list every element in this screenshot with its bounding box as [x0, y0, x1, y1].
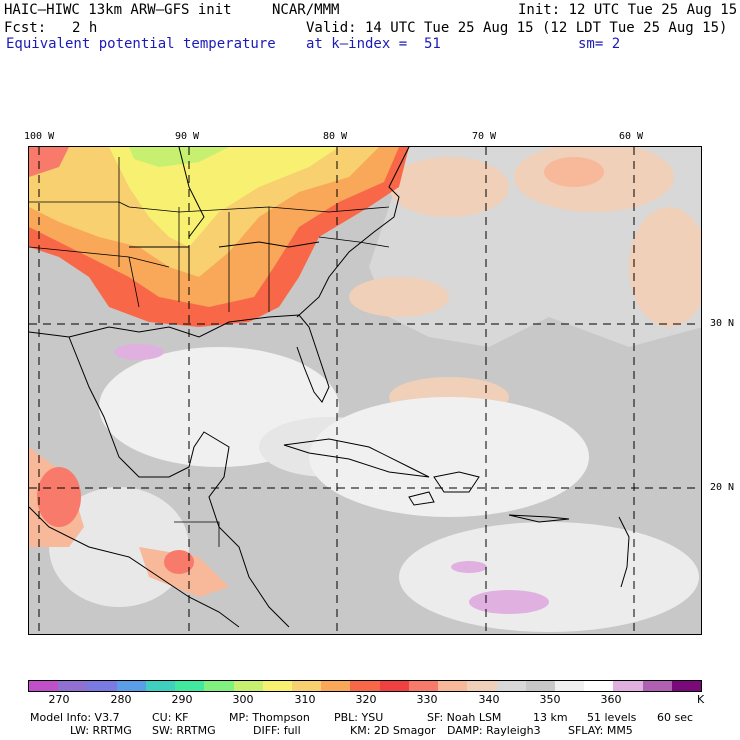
central-america-hot: [164, 550, 194, 574]
colorbar-swatch-22: [671, 681, 702, 691]
colorbar-tick-280: 280: [110, 693, 132, 706]
model-title: HAIC–HIWC 13km ARW–GFS init: [4, 2, 232, 18]
colorbar-tick-270: 270: [48, 693, 70, 706]
info-surface: SF: Noah LSM: [427, 711, 502, 724]
info-longwave: LW: RRTMG: [70, 724, 132, 737]
atlantic-peach-patch-2: [389, 157, 509, 217]
info-model-version: Model Info: V3.7: [30, 711, 120, 724]
atlantic-salmon-patch: [544, 157, 604, 187]
colorbar-swatch-19: [584, 681, 614, 691]
valid-time: Valid: 14 UTC Tue 25 Aug 15 (12 LDT Tue …: [306, 20, 728, 36]
gulfstream-peach: [349, 277, 449, 317]
caribbean-white-area: [309, 397, 589, 517]
colorbar-swatch-8: [262, 681, 292, 691]
level-label: at k–index = 51: [306, 36, 441, 52]
info-surface-layer: SFLAY: MM5: [568, 724, 633, 737]
smoothing-label: sm= 2: [578, 36, 621, 52]
colorbar-swatch-18: [554, 681, 585, 691]
colorbar-swatch-1: [58, 681, 88, 691]
us-green-patch: [129, 147, 229, 167]
colorbar-swatch-17: [525, 681, 555, 691]
lavender-patch-gulf: [114, 344, 164, 360]
caribbean-south-white: [399, 522, 699, 632]
colorbar-tick-360: 360: [600, 693, 622, 706]
info-resolution: 13 km: [533, 711, 568, 724]
colorbar-tick-330: 330: [416, 693, 438, 706]
lat-label-20n: 20 N: [710, 482, 735, 493]
lon-label-60w: 60 W: [619, 131, 644, 142]
lon-label-70w: 70 W: [472, 131, 497, 142]
colorbar-swatch-3: [116, 681, 146, 691]
init-time: Init: 12 UTC Tue 25 Aug 15: [518, 2, 738, 18]
lat-label-30n: 30 N: [710, 318, 735, 329]
lavender-patch-south: [469, 590, 549, 614]
organization-label: NCAR/MMM: [272, 2, 340, 18]
info-km: KM: 2D Smagor: [350, 724, 436, 737]
lavender-patch-2: [451, 561, 487, 573]
colorbar-swatch-12: [379, 681, 409, 691]
lon-label-90w: 90 W: [175, 131, 200, 142]
colorbar-tick-290: 290: [171, 693, 193, 706]
info-timestep: 60 sec: [657, 711, 694, 724]
forecast-label: Fcst:: [4, 20, 47, 36]
colorbar-swatch-20: [613, 681, 643, 691]
colorbar-swatch-16: [496, 681, 526, 691]
borders: [29, 157, 390, 547]
colorbar-unit: K: [697, 693, 705, 706]
colorbar-swatch-13: [408, 681, 439, 691]
coastlines: [29, 147, 630, 628]
field-name: Equivalent potential temperature: [6, 36, 276, 52]
forecast-hour: 2 h: [72, 20, 98, 36]
colorbar-tick-300: 300: [232, 693, 254, 706]
lon-label-100w: 100 W: [24, 131, 55, 142]
info-levels: 51 levels: [587, 711, 637, 724]
atlantic-peach-patch-3: [629, 207, 701, 327]
colorbar-swatch-21: [642, 681, 672, 691]
colorbar-swatch-5: [175, 681, 205, 691]
info-cumulus: CU: KF: [152, 711, 189, 724]
info-microphysics: MP: Thompson: [229, 711, 310, 724]
info-shortwave: SW: RRTMG: [152, 724, 216, 737]
colorbar-swatch-15: [467, 681, 497, 691]
colorbar: [28, 680, 702, 692]
colorbar-swatch-11: [350, 681, 380, 691]
colorbar-tick-340: 340: [478, 693, 500, 706]
colorbar-swatch-2: [87, 681, 117, 691]
colorbar-swatch-4: [145, 681, 176, 691]
colorbar-tick-310: 310: [294, 693, 316, 706]
mexico-hot-patch: [37, 467, 81, 527]
colorbar-swatch-0: [29, 681, 59, 691]
colorbar-tick-320: 320: [355, 693, 377, 706]
colorbar-swatch-9: [291, 681, 322, 691]
colorbar-tick-350: 350: [539, 693, 561, 706]
theta-e-map: [28, 146, 702, 635]
map-canvas: [29, 147, 701, 634]
info-diffusion: DIFF: full: [253, 724, 301, 737]
us-yellow-band: [109, 147, 339, 247]
info-damping: DAMP: Rayleigh3: [447, 724, 541, 737]
grid-lines: [29, 147, 701, 634]
info-pbl: PBL: YSU: [334, 711, 384, 724]
colorbar-swatch-6: [204, 681, 234, 691]
colorbar-swatch-14: [438, 681, 468, 691]
lon-label-80w: 80 W: [323, 131, 348, 142]
colorbar-swatch-10: [321, 681, 351, 691]
colorbar-swatch-7: [233, 681, 263, 691]
